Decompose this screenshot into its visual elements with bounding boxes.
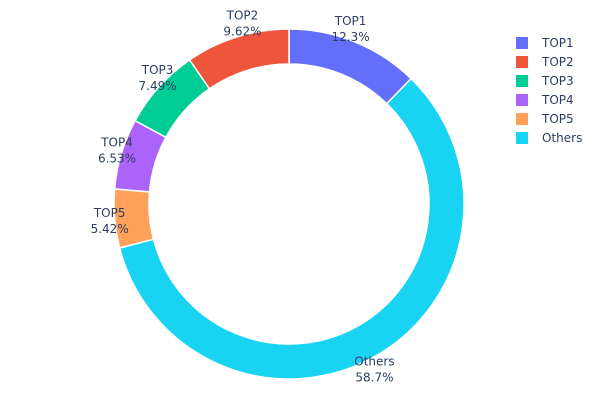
legend-swatch xyxy=(516,56,528,68)
legend-swatch xyxy=(516,94,528,106)
slice-value-top5: 5.42% xyxy=(91,222,129,236)
legend-swatch xyxy=(516,37,528,49)
legend-swatch xyxy=(516,113,528,125)
legend-swatch xyxy=(516,132,528,144)
slice-value-top2: 9.62% xyxy=(223,25,261,39)
legend: TOP1 TOP2 TOP3 TOP4 TOP5 Others xyxy=(516,36,582,145)
legend-label: TOP2 xyxy=(541,55,574,69)
slices xyxy=(113,28,465,380)
slice-value-top1: 12.3% xyxy=(332,30,370,44)
slice-value-top4: 6.53% xyxy=(98,151,136,165)
legend-label: TOP5 xyxy=(541,112,574,126)
slice-label-top5: TOP5 xyxy=(93,206,126,220)
slice-others[interactable] xyxy=(118,77,465,380)
slice-top2[interactable] xyxy=(188,28,290,90)
legend-item-top5[interactable]: TOP5 xyxy=(516,112,574,126)
slice-label-top3: TOP3 xyxy=(141,63,174,77)
slice-label-others: Others xyxy=(354,354,394,368)
legend-item-top2[interactable]: TOP2 xyxy=(516,55,574,69)
legend-swatch xyxy=(516,75,528,87)
legend-item-top1[interactable]: TOP1 xyxy=(516,36,574,50)
legend-item-others[interactable]: Others xyxy=(516,131,582,145)
slice-label-top4: TOP4 xyxy=(100,135,133,149)
slice-label-top1: TOP1 xyxy=(334,14,367,28)
legend-label: TOP1 xyxy=(541,36,574,50)
slice-value-others: 58.7% xyxy=(355,370,393,384)
slice-labels: TOP1 12.3% Others 58.7% TOP5 5.42% TOP4 6.53% TO… xyxy=(91,9,395,385)
legend-label: Others xyxy=(542,131,582,145)
legend-item-top3[interactable]: TOP3 xyxy=(516,74,574,88)
legend-label: TOP3 xyxy=(541,74,574,88)
slice-label-top2: TOP2 xyxy=(226,9,259,23)
slice-value-top3: 7.49% xyxy=(139,79,177,93)
legend-item-top4[interactable]: TOP4 xyxy=(516,93,574,107)
legend-label: TOP4 xyxy=(541,93,574,107)
